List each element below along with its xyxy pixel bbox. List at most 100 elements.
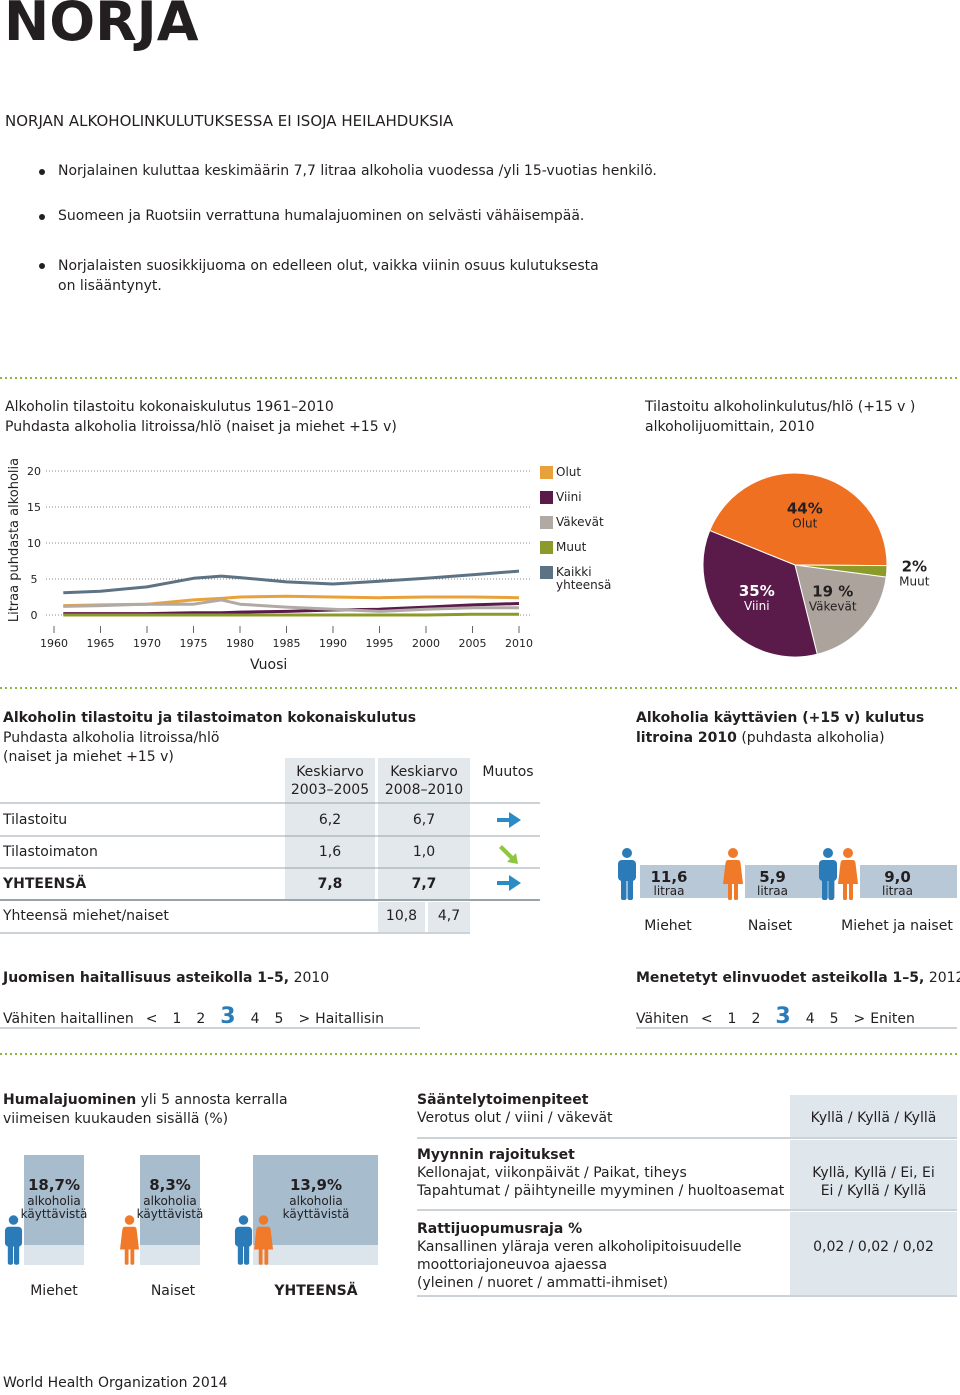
scale-level: 5 xyxy=(829,1011,839,1027)
table-cell-bg xyxy=(428,902,470,932)
title-part: Juomisen haitallisuus asteikolla 1–5, xyxy=(3,970,290,986)
note: alkoholia xyxy=(27,1194,81,1208)
scale-level: 4 xyxy=(805,1011,815,1027)
cell: 1,0 xyxy=(412,844,436,860)
pie-category-label: Viini xyxy=(744,599,770,613)
bullet-dot xyxy=(39,214,45,220)
x-tick-label: 2000 xyxy=(412,637,440,650)
woman-icon xyxy=(838,848,858,900)
x-tick-label: 1975 xyxy=(180,637,208,650)
column-header: Muutos xyxy=(482,764,534,780)
policy-line: Verotus olut / viini / väkevät xyxy=(417,1110,613,1126)
woman-icon xyxy=(120,1215,139,1265)
man-icon xyxy=(234,1215,253,1265)
legend-label: Olut xyxy=(556,465,582,479)
legend-swatch xyxy=(540,491,553,504)
cell: 7,7 xyxy=(411,876,437,892)
table-cell-bg xyxy=(378,902,425,932)
answer-box xyxy=(790,1095,957,1137)
policy-line: (yleinen / nuoret / ammatti-ihmiset) xyxy=(417,1275,669,1291)
chart-subtitle: Puhdasta alkoholia litroissa/hlö (naiset… xyxy=(5,419,397,435)
man-icon xyxy=(4,1215,23,1265)
scale-marker: > xyxy=(853,1011,866,1027)
scale-level: 3 xyxy=(775,1004,791,1029)
footer: World Health Organization 2014 xyxy=(3,1375,228,1391)
legend-item: Kaikki yhteensä xyxy=(540,566,626,592)
arrow-right xyxy=(497,812,521,828)
pie-category-label: Olut xyxy=(792,516,817,530)
section-title: Humalajuominen yli 5 annosta kerralla xyxy=(3,1091,288,1109)
y-tick-label: 15 xyxy=(27,501,41,514)
column-header: Keskiarvo 2003–2005 xyxy=(290,764,370,798)
chart-subtitle: alkoholijuomittain, 2010 xyxy=(645,419,815,435)
scale-low: Vähiten xyxy=(636,1011,689,1027)
page-title: NORJA xyxy=(4,0,199,53)
cell: 7,8 xyxy=(317,876,343,892)
bullet: Suomeen ja Ruotsiin verrattuna humalajuo… xyxy=(58,208,585,224)
scale-level: 1 xyxy=(727,1011,737,1027)
value-box xyxy=(640,865,730,898)
arrow-down-right xyxy=(499,845,518,864)
unit: litraa xyxy=(881,884,913,898)
legend-swatch xyxy=(540,566,553,579)
x-tick-label: 1995 xyxy=(366,637,394,650)
legend-item: Muut xyxy=(540,540,626,554)
section-title: litroina 2010 (puhdasta alkoholia) xyxy=(636,729,885,747)
x-tick-label: 1960 xyxy=(40,637,68,650)
value-box xyxy=(140,1155,200,1245)
legend-swatch xyxy=(540,466,553,479)
scale-title: Juomisen haitallisuus asteikolla 1–5, 20… xyxy=(3,969,329,987)
cell: 10,8 xyxy=(385,908,418,924)
cell: 6,7 xyxy=(412,812,436,828)
value-box xyxy=(253,1155,378,1245)
bullet-dot xyxy=(39,263,45,269)
scale-low: Vähiten haitallinen xyxy=(3,1011,134,1027)
pie-category-label: Väkevät xyxy=(809,600,857,614)
scale-level: 5 xyxy=(274,1011,284,1027)
bullet-dot xyxy=(39,169,45,175)
man-icon xyxy=(618,848,636,900)
x-tick-label: 2010 xyxy=(505,637,533,650)
arrow-right xyxy=(497,875,521,891)
scale-marker: > xyxy=(298,1011,311,1027)
page-subtitle: NORJAN ALKOHOLINKULUTUKSESSA EI ISOJA HE… xyxy=(5,112,454,130)
y-tick-label: 20 xyxy=(27,465,41,478)
charts: 0 5 10 15 20 1960 1965 1970 1975 1980 1985 1990 1995… xyxy=(27,465,930,658)
bullet: Norjalaisten suosikkijuoma on edelleen o… xyxy=(58,258,599,294)
title-part: Humalajuominen xyxy=(3,1092,137,1108)
x-tick-label: 1965 xyxy=(87,637,115,650)
legend-item: Olut xyxy=(540,465,626,479)
scale-marker: < xyxy=(700,1011,713,1027)
policy-title: Sääntelytoimenpiteet xyxy=(417,1092,589,1108)
column-header: Keskiarvo 2008–2010 xyxy=(384,764,464,798)
group-label: Miehet ja naiset xyxy=(841,918,953,934)
policy-answer: Kyllä / Kyllä / Kyllä xyxy=(810,1110,937,1126)
note: käyttävistä xyxy=(282,1207,350,1221)
cell: 4,7 xyxy=(437,908,461,924)
value-box xyxy=(860,865,957,898)
scale: Vähiten <1 2 3 4 5 > Eniten xyxy=(636,1004,930,1029)
value: 9,0 xyxy=(884,868,911,886)
y-tick-label: 0 xyxy=(31,609,38,622)
policy-line: moottoriajoneuvoa ajaessa xyxy=(417,1257,608,1273)
scale-marker: < xyxy=(145,1011,158,1027)
group-label: Miehet xyxy=(644,918,692,934)
legend-label: Muut xyxy=(556,540,587,554)
pie-value-label: 44% xyxy=(787,499,823,517)
policy-answer: Ei / Kyllä / Kyllä xyxy=(820,1183,927,1199)
row-label: Tilastoitu xyxy=(3,812,68,828)
table-title: Alkoholin tilastoitu ja tilastoimaton ko… xyxy=(3,710,417,726)
section-title: viimeisen kuukauden sisällä (%) xyxy=(3,1111,229,1127)
table-subtitle: Puhdasta alkoholia litroissa/hlö xyxy=(3,730,220,746)
value-box-base xyxy=(253,1245,378,1265)
legend-item: Viini xyxy=(540,491,626,504)
pie-value-label: 19 % xyxy=(812,583,853,601)
value: 11,6 xyxy=(650,868,688,886)
legend-label: Väkevät xyxy=(556,515,604,529)
scale-high: Eniten xyxy=(870,1011,915,1027)
scale-title: Menetetyt elinvuodet asteikolla 1–5, 201… xyxy=(636,969,960,987)
title-part: (puhdasta alkoholia) xyxy=(741,730,885,746)
separators xyxy=(0,377,960,1055)
y-tick-label: 5 xyxy=(31,573,38,586)
note: alkoholia xyxy=(143,1194,197,1208)
